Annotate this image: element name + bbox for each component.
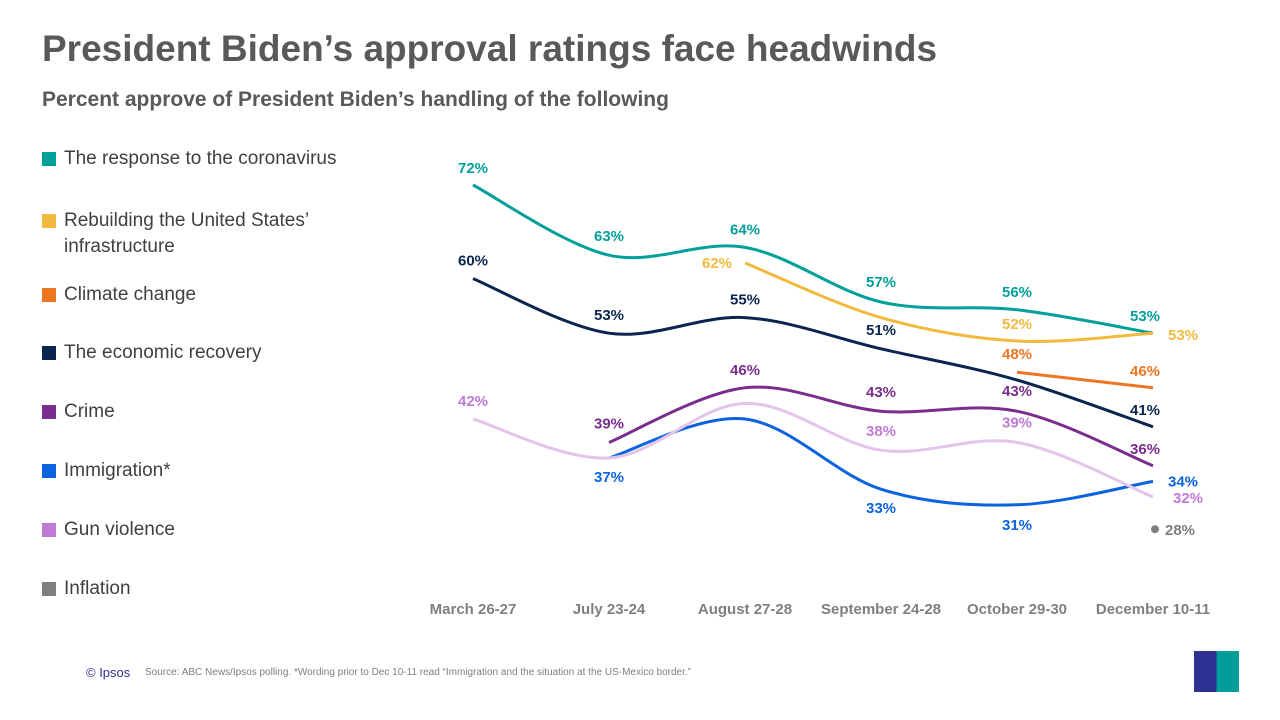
data-label: 57% [866,274,896,291]
data-label: 52% [1002,316,1032,333]
data-label: 32% [1173,490,1203,507]
legend-label: Rebuilding the United States’ infrastruc… [64,210,309,257]
legend-label: Climate change [64,284,197,305]
data-label: 43% [1002,383,1032,400]
legend-label: Crime [64,401,115,422]
data-label: 64% [730,221,760,238]
legend-item: Rebuilding the United States’ infrastruc… [42,208,354,260]
x-tick-label: December 10-11 [1096,601,1210,618]
data-label: 31% [1002,517,1032,534]
series-line [744,261,1154,343]
legend-label: Inflation [64,578,131,599]
legend-item: Immigration* [42,458,171,484]
legend-label: Gun violence [64,519,175,540]
legend-item: The response to the coronavirus [42,146,337,172]
data-label: 56% [1002,284,1032,301]
page-title: President Biden’s approval ratings face … [42,28,938,69]
data-label: 37% [594,469,624,486]
data-label: 46% [730,362,760,379]
x-tick-label: August 27-28 [698,601,792,618]
data-label: 38% [866,423,896,440]
series-line [608,385,1154,468]
legend-item: Gun violence [42,517,175,543]
data-label: 41% [1130,402,1160,419]
series-line [472,183,1154,335]
legend-swatch [42,523,56,537]
data-label: 34% [1168,473,1198,490]
legend-label: The economic recovery [64,342,262,363]
data-label: 60% [458,253,488,270]
data-label: 33% [866,500,896,517]
legend-item: Inflation [42,576,131,602]
x-tick-label: October 29-30 [967,601,1067,618]
data-label: 36% [1130,441,1160,458]
data-label: 72% [458,160,488,177]
legend-swatch [42,152,56,166]
data-label: 39% [1002,414,1032,431]
data-label: 43% [866,384,896,401]
legend-label: The response to the coronavirus [64,148,337,169]
data-label: 46% [1130,363,1160,380]
series-point [1151,525,1159,534]
legend-label: Immigration* [64,460,171,481]
series-line [1016,370,1154,390]
legend-swatch [42,405,56,419]
source-note: Source: ABC News/Ipsos polling. *Wording… [145,667,692,678]
x-tick-label: September 24-28 [821,601,941,618]
series-line [472,277,1154,429]
legend-swatch [42,464,56,478]
page-subtitle: Percent approve of President Biden’s han… [42,88,669,111]
series-line [472,401,1154,499]
data-label: 53% [594,307,624,324]
legend-swatch [42,582,56,596]
x-tick-label: July 23-24 [573,601,646,618]
data-label: 51% [866,322,896,339]
data-label: 48% [1002,346,1032,363]
x-tick-label: March 26-27 [430,601,517,618]
copyright: © Ipsos [86,665,131,680]
data-label: 53% [1130,308,1160,325]
data-label: 62% [702,255,732,272]
data-label: 55% [730,292,760,309]
ipsos-logo [1194,651,1239,692]
data-label: 42% [458,393,488,410]
legend-swatch [42,214,56,228]
data-label: 63% [594,228,624,245]
legend-item: Climate change [42,282,196,308]
legend-item: Crime [42,399,115,425]
data-label: 28% [1165,522,1195,539]
legend-swatch [42,346,56,360]
series-line [608,417,1154,507]
legend-item: The economic recovery [42,340,261,366]
data-label: 53% [1168,327,1198,344]
legend-swatch [42,288,56,302]
data-label: 39% [594,415,624,432]
